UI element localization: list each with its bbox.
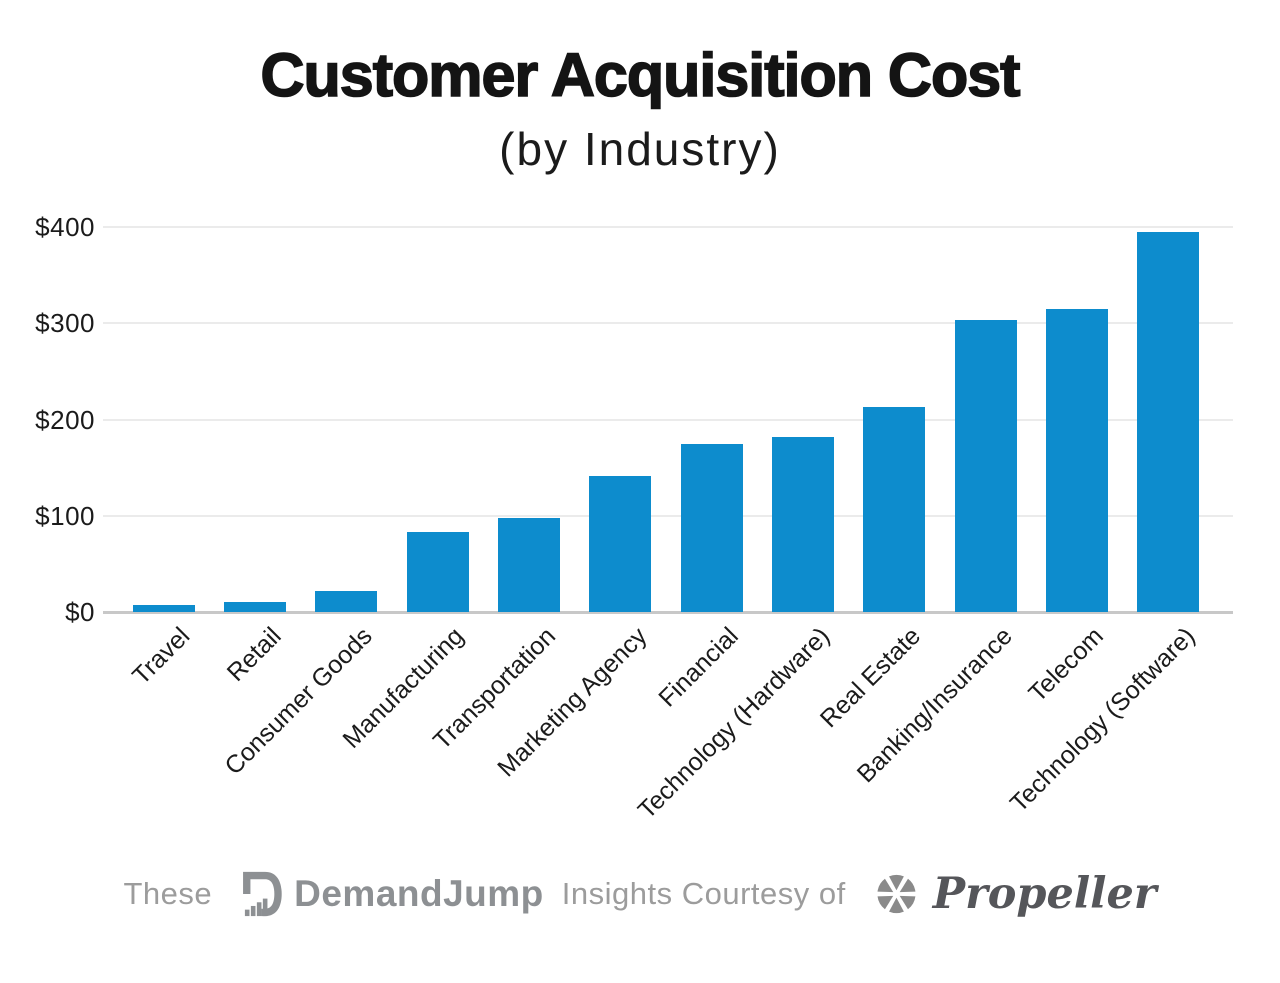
gridline-300 (103, 322, 1233, 325)
gridline-100 (103, 514, 1233, 517)
y-tick-label-400: $400 (35, 212, 95, 242)
x-tick-label-banking-insurance: Banking/Insurance (851, 622, 1018, 789)
x-tick-label-travel: Travel (127, 622, 196, 691)
x-tick-label-retail: Retail (221, 622, 287, 687)
x-tick-label-financial: Financial (652, 622, 744, 713)
bar-banking-insurance (954, 320, 1017, 612)
footer-attribution: These DemandJump Insights Courtesy of (123, 868, 1156, 920)
footer-middle-text: Insights Courtesy of (561, 876, 846, 911)
propeller-wordmark: Propeller (932, 869, 1157, 919)
bar-travel (132, 605, 195, 612)
bar-financial (680, 443, 743, 612)
chart-title: Customer Acquisition Cost (260, 40, 1022, 110)
x-axis-line (103, 611, 1233, 614)
bar-transportation (498, 517, 560, 612)
chart-subtitle: (by Industry) (499, 123, 781, 175)
gridline-400 (103, 226, 1233, 228)
footer-prefix-text: These (123, 876, 213, 911)
bar-telecom (1046, 308, 1108, 612)
y-tick-label-0: $0 (65, 597, 95, 627)
propeller-logo-icon (872, 869, 922, 919)
y-tick-label-100: $100 (35, 500, 95, 531)
bar-manufacturing (406, 532, 469, 612)
bar-retail (224, 602, 286, 612)
bar-marketing-agency (589, 476, 652, 612)
demandjump-wordmark: DemandJump (294, 873, 544, 914)
y-tick-label-300: $300 (35, 308, 95, 339)
y-tick-label-200: $200 (35, 404, 95, 435)
bar-real-estate (863, 407, 926, 612)
x-tick-label-technology-software: Technology (Software) (1004, 622, 1201, 818)
bar-technology-hardware (772, 436, 834, 612)
bar-technology-software (1137, 231, 1200, 612)
demandjump-logo-icon (238, 868, 284, 920)
x-tick-label-telecom: Telecom (1023, 622, 1109, 708)
bar-consumer-goods (315, 590, 378, 612)
gridline-200 (103, 418, 1233, 421)
